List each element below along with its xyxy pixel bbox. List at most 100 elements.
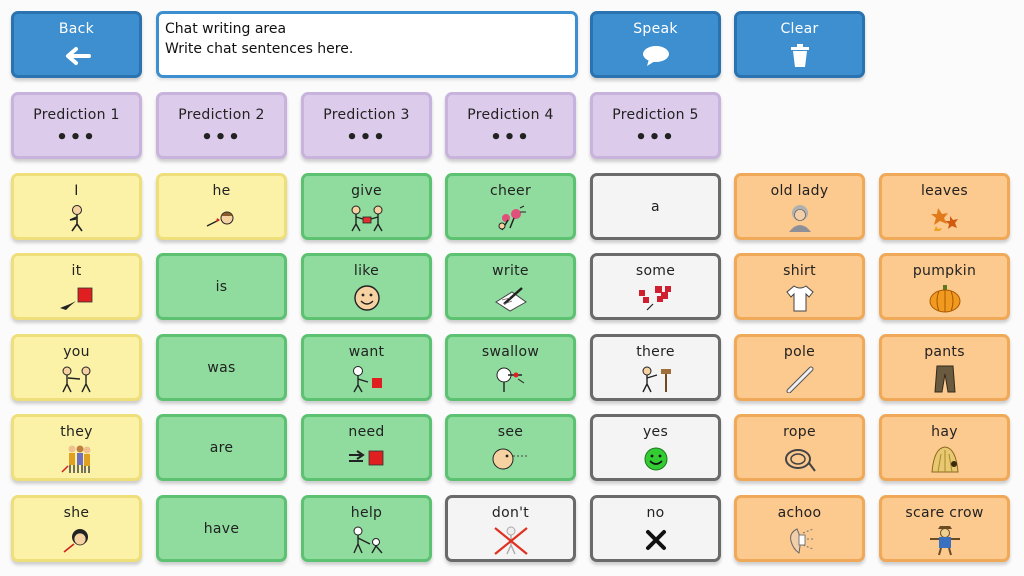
word-button-give[interactable]: give	[301, 173, 432, 240]
word-label: hay	[931, 424, 958, 440]
word-button-some[interactable]: some	[590, 253, 721, 320]
arrow-left-icon	[63, 42, 91, 70]
word-button-was[interactable]: was	[156, 334, 287, 401]
word-button-old-lady[interactable]: old lady	[734, 173, 865, 240]
word-button-like[interactable]: like	[301, 253, 432, 320]
word-button-need[interactable]: need	[301, 414, 432, 481]
shirt-icon	[785, 284, 815, 312]
word-label: see	[497, 424, 524, 440]
word-button-she[interactable]: she	[11, 495, 142, 562]
word-label: are	[209, 439, 234, 456]
chat-writing-area[interactable]: Chat writing area Write chat sentences h…	[156, 11, 578, 78]
word-label: want	[348, 344, 385, 360]
see-icon	[491, 445, 531, 473]
boy-icon	[205, 204, 239, 232]
clear-button-label: Clear	[780, 21, 819, 37]
word-label: you	[63, 344, 90, 360]
yes-face-icon	[642, 445, 670, 473]
rope-icon	[783, 445, 817, 473]
word-button-pole[interactable]: pole	[734, 334, 865, 401]
word-button-you[interactable]: you	[11, 334, 142, 401]
word-button-i[interactable]: I	[11, 173, 142, 240]
word-button-achoo[interactable]: achoo	[734, 495, 865, 562]
word-button-have[interactable]: have	[156, 495, 287, 562]
word-button-pumpkin[interactable]: pumpkin	[879, 253, 1010, 320]
word-button-cheer[interactable]: cheer	[445, 173, 576, 240]
point-thing-icon	[58, 284, 96, 312]
clear-button[interactable]: Clear	[734, 11, 865, 78]
ellipsis-icon: •••	[201, 127, 242, 148]
some-icon	[637, 284, 675, 312]
word-button-write[interactable]: write	[445, 253, 576, 320]
word-label: yes	[642, 424, 669, 440]
pole-icon	[785, 365, 815, 393]
prediction-3[interactable]: Prediction 3 •••	[301, 92, 432, 159]
word-label: rope	[783, 424, 816, 440]
word-button-hay[interactable]: hay	[879, 414, 1010, 481]
word-button-leaves[interactable]: leaves	[879, 173, 1010, 240]
prediction-label: Prediction 1	[33, 107, 120, 123]
ellipsis-icon: •••	[346, 127, 387, 148]
prediction-2[interactable]: Prediction 2 •••	[156, 92, 287, 159]
prediction-label: Prediction 2	[178, 107, 265, 123]
word-button-pants[interactable]: pants	[879, 334, 1010, 401]
word-label: pumpkin	[912, 263, 977, 279]
prediction-label: Prediction 4	[467, 107, 554, 123]
word-button-dont[interactable]: don't	[445, 495, 576, 562]
hay-icon	[928, 445, 962, 473]
prediction-label: Prediction 3	[323, 107, 410, 123]
word-label: they	[60, 424, 93, 440]
word-button-he[interactable]: he	[156, 173, 287, 240]
group-icon	[60, 445, 94, 473]
word-button-help[interactable]: help	[301, 495, 432, 562]
speech-bubble-icon	[641, 42, 671, 70]
dont-icon	[491, 526, 531, 555]
want-icon	[348, 365, 386, 393]
prediction-1[interactable]: Prediction 1 •••	[11, 92, 142, 159]
ellipsis-icon: •••	[490, 127, 531, 148]
ellipsis-icon: •••	[56, 127, 97, 148]
x-mark-icon	[644, 526, 668, 554]
word-button-are[interactable]: are	[156, 414, 287, 481]
swallow-icon	[492, 365, 530, 393]
prediction-5[interactable]: Prediction 5 •••	[590, 92, 721, 159]
word-button-is[interactable]: is	[156, 253, 287, 320]
speak-button[interactable]: Speak	[590, 11, 721, 78]
word-label: swallow	[481, 344, 540, 360]
there-icon	[637, 365, 675, 393]
word-label: leaves	[920, 183, 969, 199]
word-button-want[interactable]: want	[301, 334, 432, 401]
chat-line-1: Chat writing area	[165, 21, 287, 37]
give-icon	[348, 204, 386, 232]
trash-icon	[789, 42, 811, 70]
word-button-see[interactable]: see	[445, 414, 576, 481]
word-button-a[interactable]: a	[590, 173, 721, 240]
prediction-label: Prediction 5	[612, 107, 699, 123]
back-button-label: Back	[58, 21, 95, 37]
word-button-it[interactable]: it	[11, 253, 142, 320]
back-button[interactable]: Back	[11, 11, 142, 78]
sneeze-icon	[783, 526, 817, 554]
word-label: no	[646, 505, 665, 521]
word-button-shirt[interactable]: shirt	[734, 253, 865, 320]
word-label: like	[353, 263, 380, 279]
word-button-there[interactable]: there	[590, 334, 721, 401]
word-label: some	[635, 263, 676, 279]
pants-icon	[930, 365, 960, 393]
chat-line-2: Write chat sentences here.	[165, 41, 354, 57]
word-label: have	[203, 520, 240, 537]
word-button-rope[interactable]: rope	[734, 414, 865, 481]
word-button-yes[interactable]: yes	[590, 414, 721, 481]
point-self-icon	[62, 204, 92, 232]
smile-face-icon	[352, 284, 382, 312]
pumpkin-icon	[928, 284, 962, 313]
word-label: shirt	[783, 263, 816, 279]
word-button-they[interactable]: they	[11, 414, 142, 481]
word-button-no[interactable]: no	[590, 495, 721, 562]
word-label: help	[350, 505, 383, 521]
word-button-swallow[interactable]: swallow	[445, 334, 576, 401]
prediction-4[interactable]: Prediction 4 •••	[445, 92, 576, 159]
word-label: need	[348, 424, 385, 440]
word-button-scare-crow[interactable]: scare crow	[879, 495, 1010, 562]
